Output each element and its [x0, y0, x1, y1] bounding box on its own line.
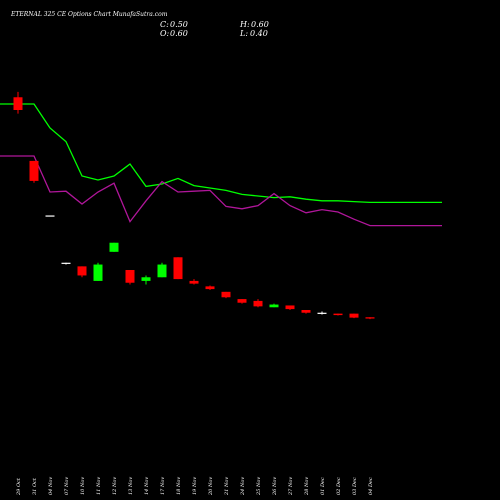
- candle-body: [317, 312, 327, 314]
- x-tick-label: 11 Nov: [96, 477, 102, 495]
- candle: [77, 266, 87, 278]
- candle: [61, 262, 71, 265]
- candle-body: [61, 262, 71, 264]
- chart-title: ETERNAL 325 CE Options Chart MunafaSutra…: [10, 11, 168, 18]
- candle-body: [141, 277, 151, 281]
- candle-body: [29, 160, 39, 181]
- candle: [141, 275, 151, 285]
- x-tick-label: 17 Nov: [160, 477, 166, 495]
- x-tick-label: 02 Dec: [336, 477, 342, 495]
- candle: [93, 262, 103, 281]
- series-line-green: [0, 103, 442, 204]
- x-tick-label: 20 Nov: [208, 477, 214, 496]
- candle-body: [189, 280, 199, 284]
- candle-body: [269, 304, 279, 308]
- high-value: 0.60: [251, 20, 269, 29]
- candle: [349, 313, 359, 319]
- open-value: 0.60: [170, 29, 188, 38]
- candle: [45, 215, 55, 217]
- candle-body: [45, 215, 55, 217]
- high-label: H:: [239, 20, 250, 29]
- x-tick-label: 18 Nov: [176, 477, 182, 495]
- series-line-magenta: [0, 155, 442, 227]
- x-tick-label: 14 Nov: [144, 477, 150, 495]
- x-tick-label: 21 Nov: [224, 477, 230, 496]
- candle: [269, 303, 279, 308]
- candle-body: [205, 286, 215, 290]
- candle-body: [301, 310, 311, 313]
- x-tick-label: 07 Nov: [64, 477, 70, 495]
- x-tick-label: 26 Nov: [272, 477, 278, 496]
- x-tick-label: 12 Nov: [112, 477, 118, 495]
- candle: [317, 311, 327, 315]
- candle: [301, 310, 311, 314]
- x-tick-label: 25 Nov: [256, 477, 262, 496]
- candle-body: [253, 300, 263, 307]
- x-tick-label: 01 Dec: [320, 477, 326, 495]
- close-value: 0.50: [170, 20, 188, 29]
- candles: [13, 91, 375, 320]
- x-tick-label: 13 Nov: [128, 477, 134, 495]
- candle-body: [237, 299, 247, 303]
- candle-body: [157, 264, 167, 278]
- candle: [125, 270, 135, 285]
- candle: [109, 242, 119, 252]
- candle-body: [365, 317, 375, 319]
- candle: [253, 299, 263, 308]
- candle: [365, 317, 375, 320]
- x-tick-label: 31 Oct: [32, 477, 38, 495]
- candle-body: [109, 242, 119, 252]
- candle-body: [13, 97, 23, 110]
- candle: [13, 91, 23, 114]
- x-tick-label: 24 Nov: [240, 477, 246, 496]
- candle-body: [77, 266, 87, 276]
- candle: [173, 257, 183, 280]
- moving-average-lines: [0, 103, 442, 227]
- candle: [157, 262, 167, 278]
- candle-body: [93, 264, 103, 281]
- candle: [29, 160, 39, 183]
- low-label: L:: [239, 29, 248, 38]
- candle: [237, 299, 247, 304]
- candle-body: [333, 313, 343, 316]
- candle-body: [349, 313, 359, 318]
- x-tick-label: 29 Oct: [16, 477, 22, 496]
- candle-body: [173, 257, 183, 280]
- x-tick-label: 10 Nov: [80, 477, 86, 495]
- low-value: 0.40: [250, 29, 268, 38]
- candle-body: [285, 305, 295, 310]
- close-label: C:: [160, 20, 169, 29]
- candle-body: [125, 270, 135, 283]
- candle: [221, 291, 231, 299]
- x-tick-label: 03 Dec: [352, 477, 358, 495]
- x-tick-label: 27 Nov: [288, 477, 294, 496]
- open-label: O:: [160, 29, 170, 38]
- candle: [285, 305, 295, 310]
- x-tick-label: 28 Nov: [304, 477, 310, 496]
- x-tick-label: 19 Nov: [192, 477, 198, 495]
- x-axis-ticks: 29 Oct 31 Oct 04 Nov 07 Nov 10 Nov 11 Nov 12 N…: [16, 477, 374, 496]
- x-tick-label: 04 Dec: [368, 477, 374, 495]
- x-tick-label: 04 Nov: [48, 477, 54, 495]
- candle: [333, 313, 343, 316]
- candle-body: [221, 291, 231, 298]
- candle: [189, 279, 199, 285]
- ohlc-readout: C: 0.50 H: 0.60 O: 0.60 L: 0.40: [160, 20, 269, 38]
- candle: [205, 285, 215, 290]
